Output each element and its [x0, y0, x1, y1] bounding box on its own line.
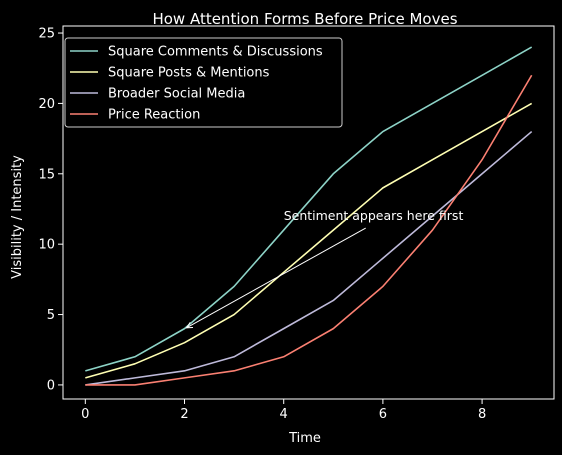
axis-ticks: 0 2 4 6 8 0 5 10 15 20 25 — [38, 27, 486, 422]
series-line — [85, 102, 533, 379]
annotation: Sentiment appears here first — [187, 208, 464, 328]
legend-label: Broader Social Media — [108, 87, 245, 102]
legend-label: Price Reaction — [108, 108, 200, 123]
y-axis-label: Visibility / Intensity — [10, 155, 25, 279]
x-tick-label: 6 — [379, 407, 387, 422]
x-axis-label: Time — [288, 431, 321, 446]
x-tick-label: 8 — [478, 407, 486, 422]
annotation-text: Sentiment appears here first — [284, 208, 464, 223]
legend-label: Square Posts & Mentions — [108, 66, 270, 81]
y-tick-label: 10 — [38, 238, 55, 253]
y-tick-label: 0 — [47, 378, 55, 393]
legend-label: Square Comments & Discussions — [108, 45, 323, 60]
series-line — [85, 46, 533, 372]
annotation-arrow — [187, 227, 366, 328]
y-tick-label: 20 — [38, 97, 55, 112]
y-tick-label: 15 — [38, 167, 55, 182]
x-tick-label: 4 — [280, 407, 288, 422]
series-line — [85, 74, 533, 386]
y-tick-label: 5 — [47, 308, 55, 323]
y-tick-label: 25 — [38, 27, 55, 42]
legend-box — [64, 37, 343, 128]
chart-title: How Attention Forms Before Price Moves — [152, 10, 457, 28]
x-tick-label: 0 — [81, 407, 89, 422]
series-lines — [85, 46, 533, 386]
legend: Square Comments & Discussions Square Post… — [64, 37, 343, 128]
x-tick-label: 2 — [180, 407, 188, 422]
plot-frame — [62, 25, 555, 400]
